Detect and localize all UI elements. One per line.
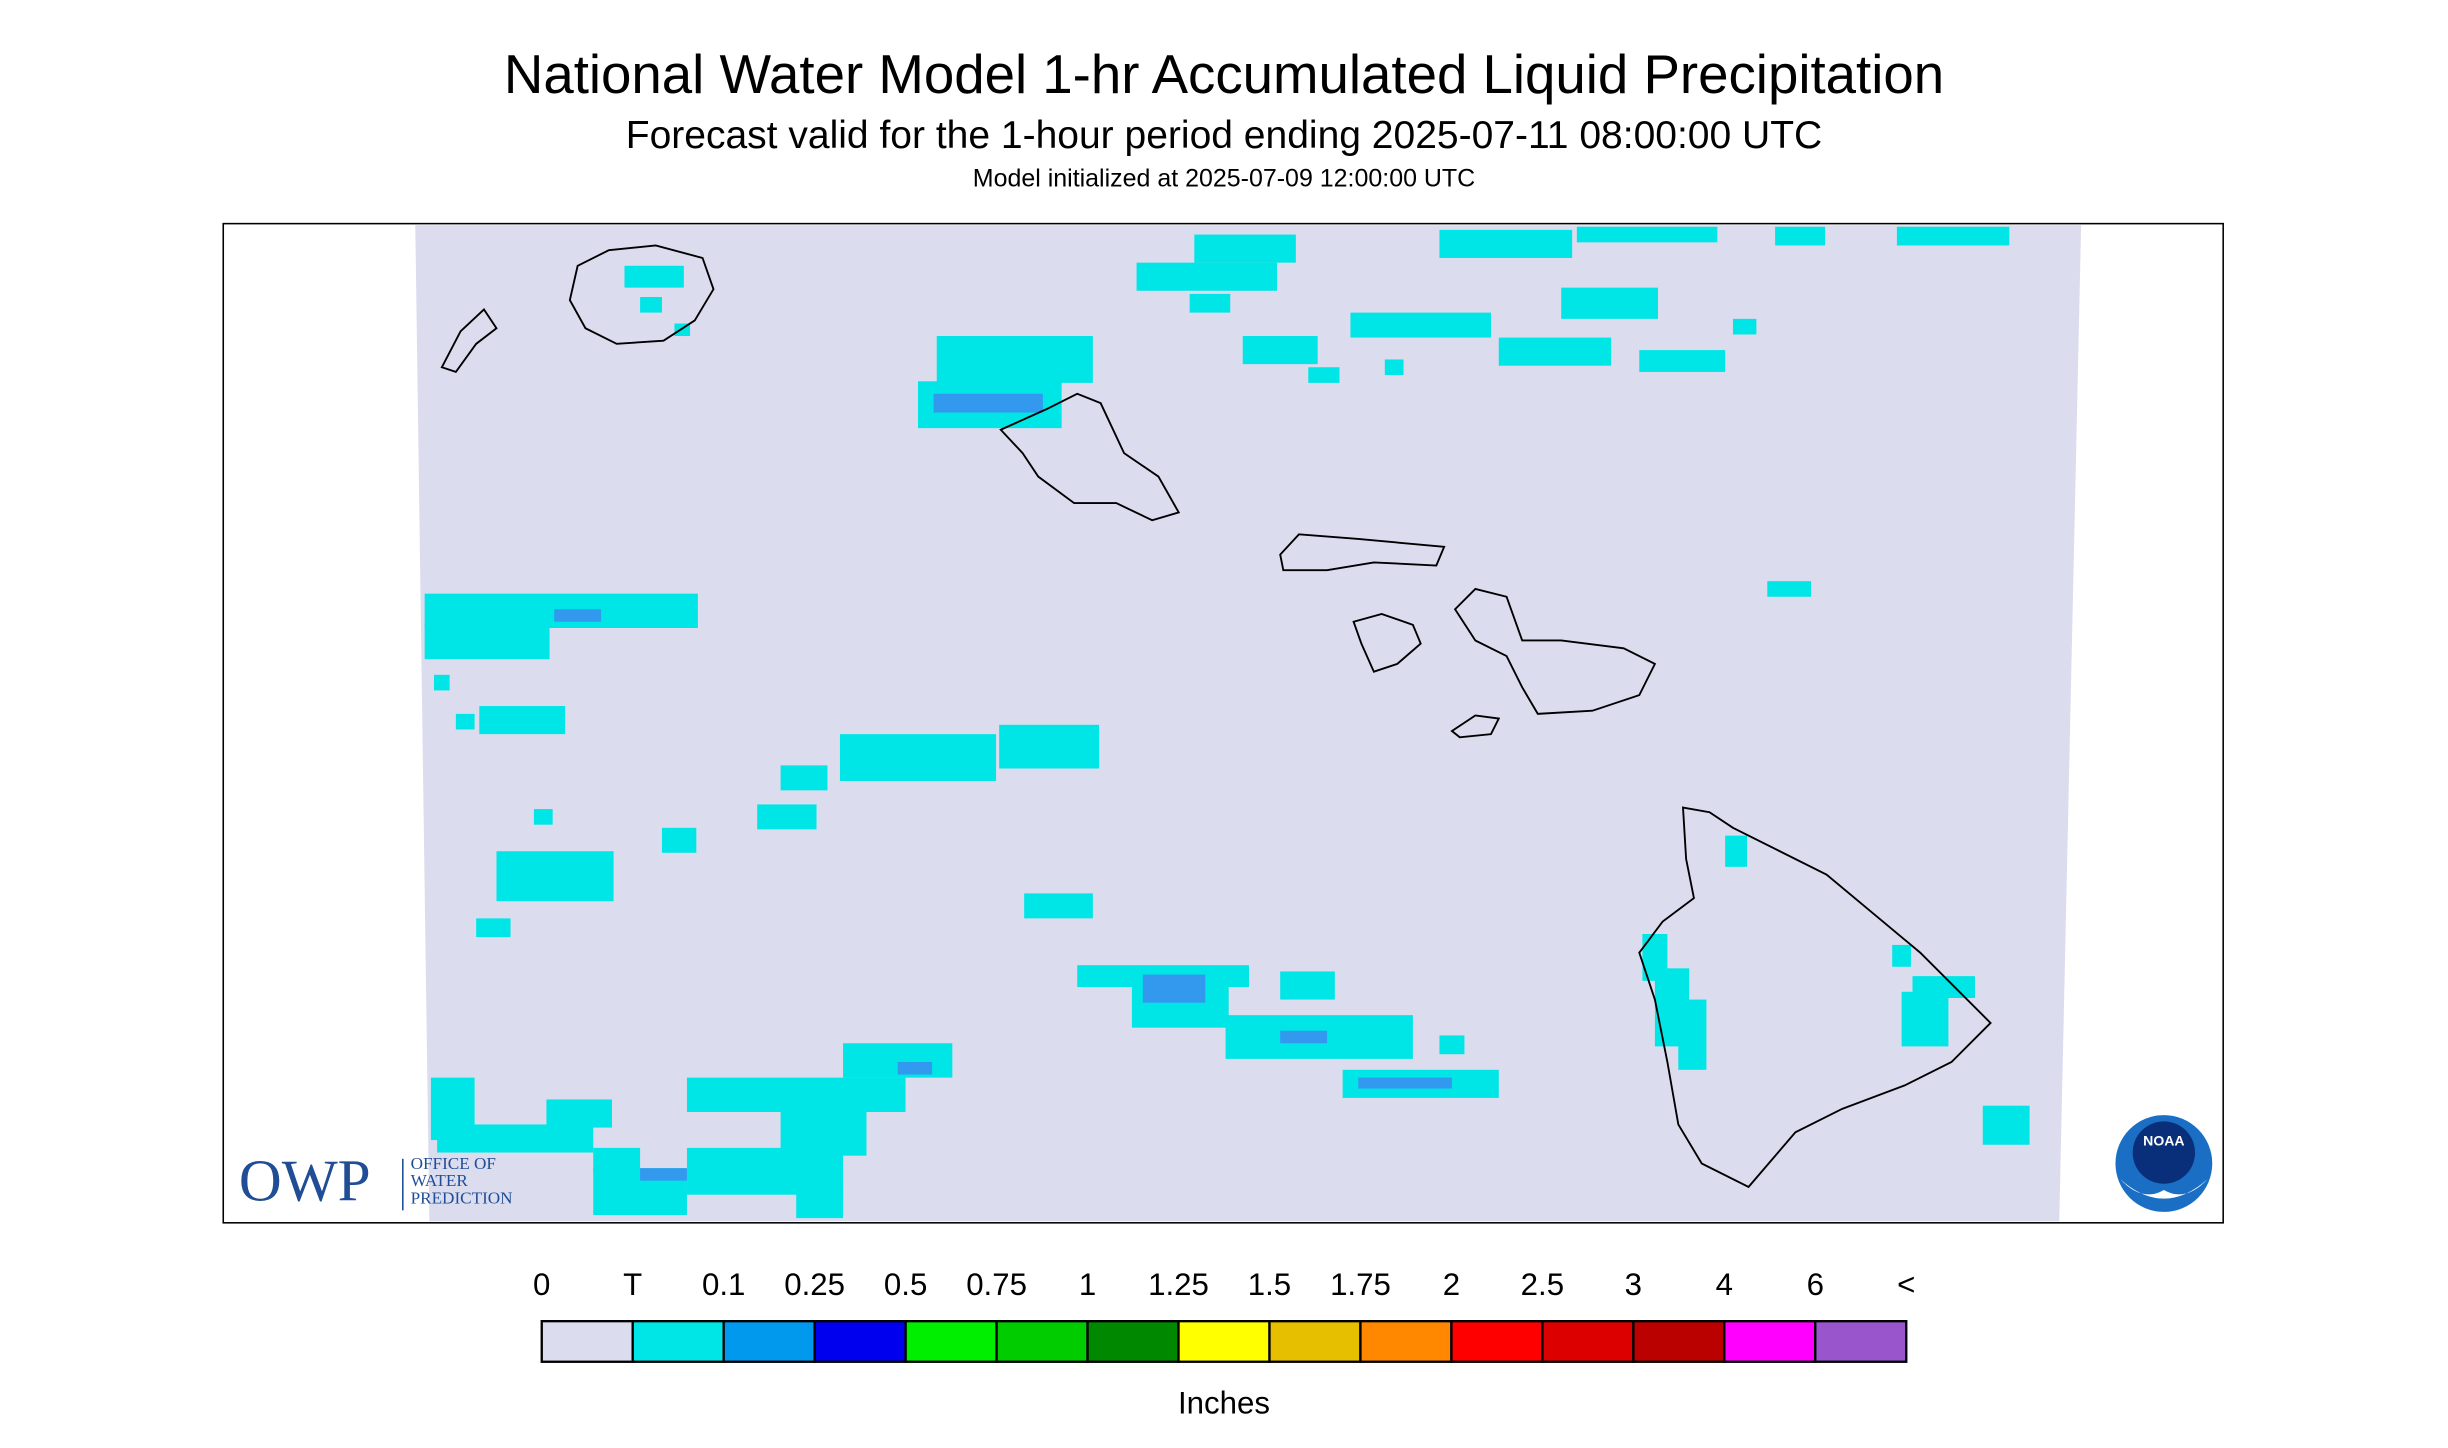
legend-swatch (1632, 1319, 1726, 1363)
legend-swatch (540, 1319, 634, 1363)
legend-label: 3 (1625, 1267, 1642, 1302)
legend-label: 4 (1716, 1267, 1733, 1302)
legend-label: 0 (533, 1267, 550, 1302)
owp-logo-line: OFFICE OF (411, 1154, 496, 1173)
noaa-logo: NOAA (2115, 1115, 2213, 1212)
legend-label: 1.5 (1248, 1267, 1291, 1302)
owp-logo-line: WATER (411, 1171, 469, 1190)
legend-swatch (1086, 1319, 1180, 1363)
subtitle: Forecast valid for the 1-hour period end… (626, 114, 1822, 157)
legend-label: < (1897, 1267, 1915, 1302)
legend-swatch (1723, 1319, 1817, 1363)
precip-areas (424, 226, 2030, 1219)
legend-label: 6 (1807, 1267, 1824, 1302)
legend-swatch (1359, 1319, 1453, 1363)
legend-label: 1.75 (1330, 1267, 1391, 1302)
model-domain (415, 225, 2082, 1222)
legend-label: 2 (1443, 1267, 1460, 1302)
legend-label: 0.25 (784, 1267, 845, 1302)
legend-swatch (1268, 1319, 1362, 1363)
legend-label: 0.5 (884, 1267, 927, 1302)
owp-logo-line: PREDICTION (411, 1188, 513, 1207)
legend-swatch (1450, 1319, 1544, 1363)
legend-swatch (722, 1319, 816, 1363)
legend-swatch (813, 1319, 907, 1363)
legend-swatch (1541, 1319, 1635, 1363)
owp-logo: OWP OFFICE OF WATER PREDICTION (239, 1148, 513, 1214)
title: National Water Model 1-hr Accumulated Li… (504, 44, 1944, 105)
legend-swatch (904, 1319, 998, 1363)
legend-label: 0.75 (966, 1267, 1027, 1302)
legend-swatch (1177, 1319, 1271, 1363)
noaa-logo-text: NOAA (2143, 1132, 2184, 1148)
legend-label: 1.25 (1148, 1267, 1209, 1302)
legend-label: 0.1 (702, 1267, 745, 1302)
owp-logo-text: OWP (239, 1148, 371, 1214)
init-time: Model initialized at 2025-07-09 12:00:00… (973, 165, 1475, 193)
legend: Inches 0 T 0.1 0.25 0.5 0.75 1 1.25 1.5 1.75 2 2.5 3… (533, 1267, 1915, 1421)
legend-label: 2.5 (1521, 1267, 1564, 1302)
legend-unit: Inches (1178, 1386, 1270, 1421)
legend-label: 1 (1079, 1267, 1096, 1302)
coastlines (440, 244, 1992, 1189)
legend-swatch (631, 1319, 725, 1363)
legend-swatch (1814, 1319, 1908, 1363)
legend-label: T (623, 1267, 642, 1302)
legend-swatch (995, 1319, 1089, 1363)
map: OWP OFFICE OF WATER PREDICTION NOAA (222, 222, 2224, 1224)
